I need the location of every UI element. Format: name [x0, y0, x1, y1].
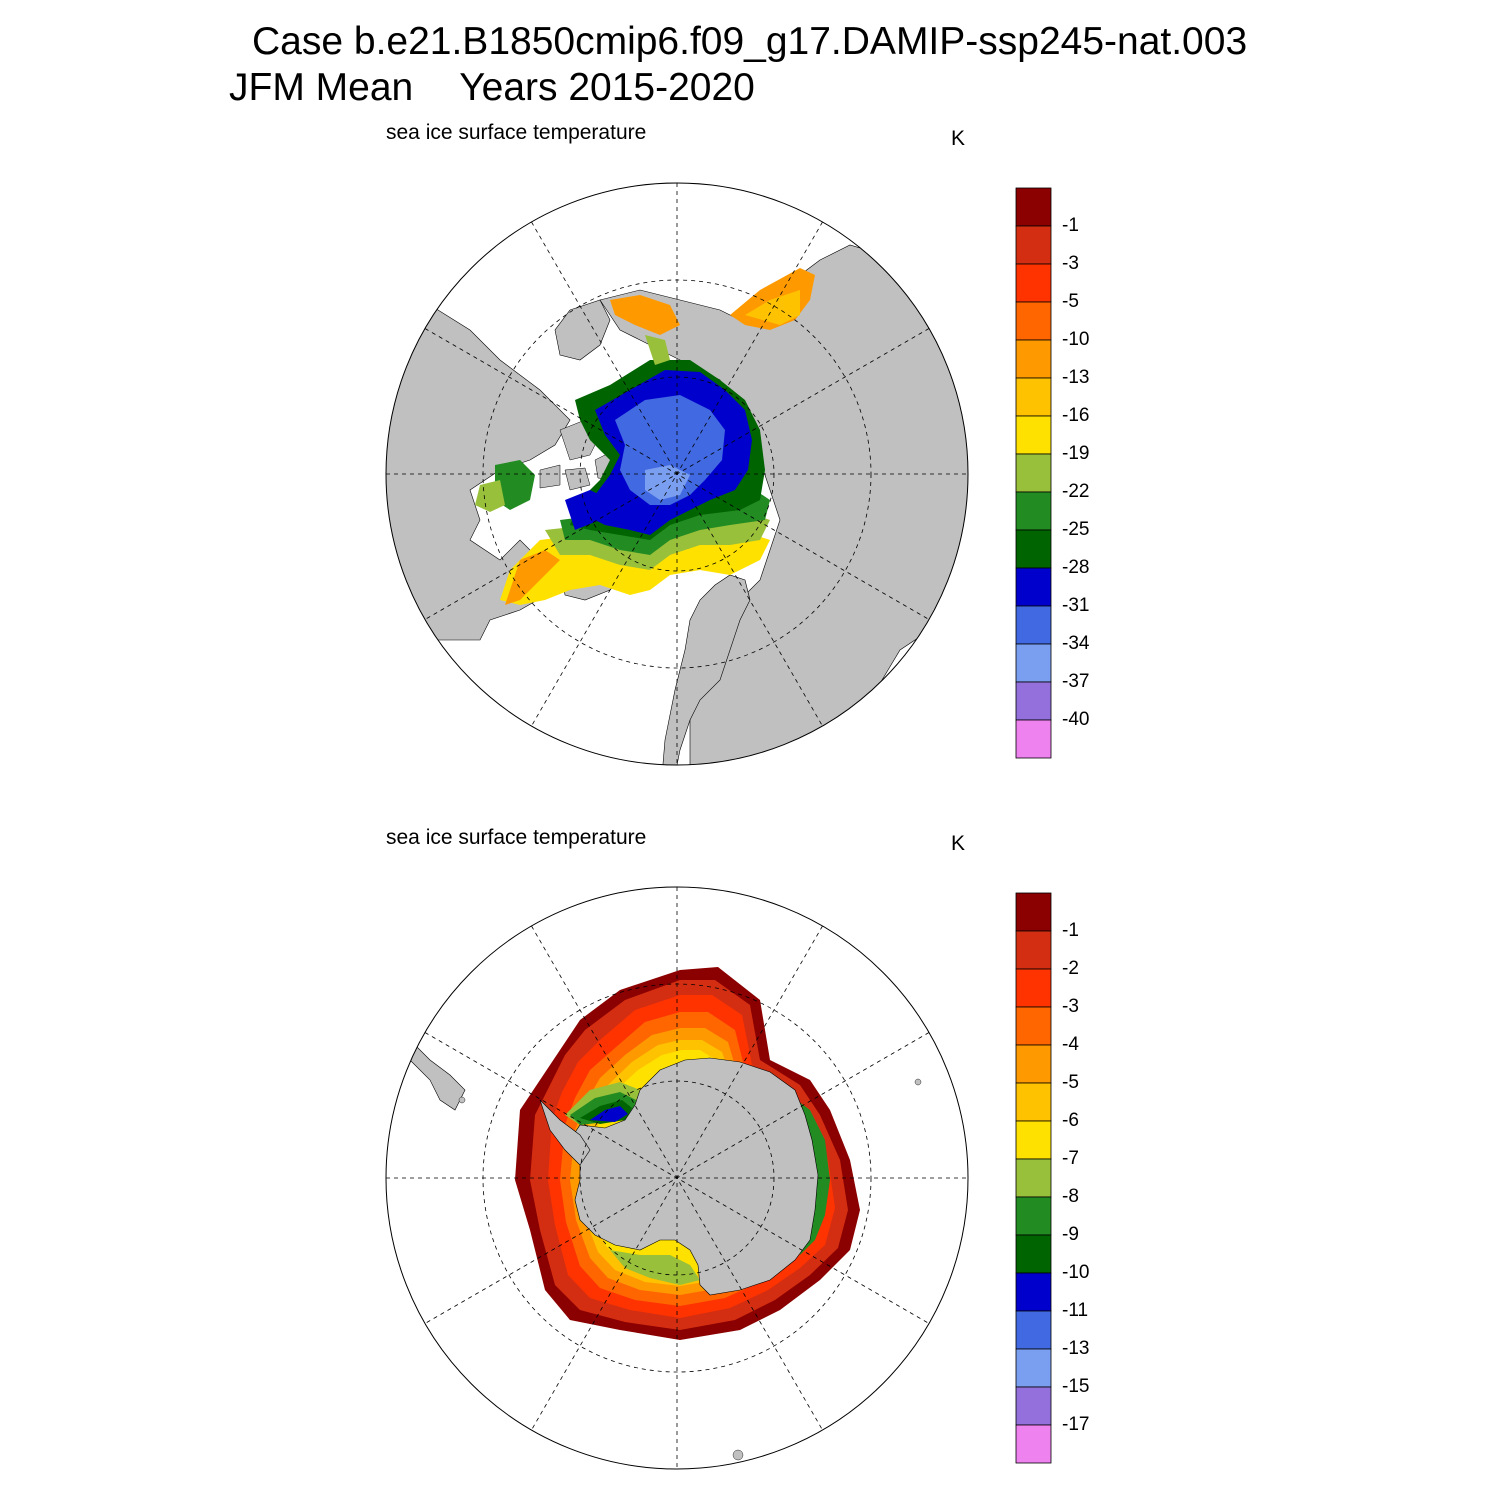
alaska-land	[554, 299, 611, 361]
bering-sea-ice-cool	[645, 335, 670, 365]
south-colorbar-tick-label: -11	[1062, 1300, 1089, 1321]
okhotsk-sea-ice-cool	[745, 290, 800, 325]
north-colorbar-tick-label: -22	[1062, 481, 1090, 502]
south-units-label: K	[951, 832, 966, 855]
hudson-bay-ice	[495, 460, 535, 510]
north-colorbar-tick-label: -37	[1062, 671, 1090, 692]
south-colorbar-swatch	[1015, 1044, 1052, 1084]
south-panel-label: sea ice surface temperature	[386, 826, 647, 849]
south-colorbar-tick-label: -2	[1062, 958, 1079, 979]
north-colorbar-tick-label: -34	[1062, 633, 1090, 654]
north-colorbar-tick-label: -25	[1062, 519, 1090, 540]
north-colorbar-swatch	[1015, 605, 1052, 645]
north-units-label: K	[951, 127, 966, 150]
north-colorbar-swatch	[1015, 567, 1052, 607]
south-colorbar-tick-label: -7	[1062, 1148, 1079, 1169]
south-colorbar-tick-label: -13	[1062, 1338, 1090, 1359]
north-colorbar-swatch	[1015, 263, 1052, 303]
bering-sea-ice	[610, 295, 680, 335]
south-colorbar	[1015, 892, 1052, 1464]
south-colorbar-swatch	[1015, 1234, 1052, 1274]
south-colorbar-tick-label: -5	[1062, 1072, 1079, 1093]
season-label: JFM Mean	[229, 66, 414, 109]
south-colorbar-tick-label: -10	[1062, 1262, 1090, 1283]
south-colorbar-swatch	[1015, 892, 1052, 932]
south-colorbar-tick-label: -8	[1062, 1186, 1079, 1207]
south-colorbar-swatch	[1015, 1006, 1052, 1046]
south-colorbar-swatch	[1015, 1272, 1052, 1312]
south-colorbar-swatch	[1015, 968, 1052, 1008]
north-colorbar-swatch	[1015, 453, 1052, 493]
north-ice-rim-10	[505, 550, 560, 605]
baffin-bay-ice	[565, 490, 610, 530]
north-colorbar-swatch	[1015, 187, 1052, 227]
north-colorbar-tick-label: -3	[1062, 253, 1079, 274]
south-colorbar-swatch	[1015, 1158, 1052, 1198]
north-colorbar-swatch	[1015, 491, 1052, 531]
north-panel-label: sea ice surface temperature	[386, 121, 647, 144]
north-colorbar-tick-label: -1	[1062, 215, 1079, 236]
north-colorbar-swatch	[1015, 225, 1052, 265]
south-colorbar-tick-label: -1	[1062, 920, 1079, 941]
south-polar-map	[385, 886, 969, 1470]
south-colorbar-swatch	[1015, 1310, 1052, 1350]
south-colorbar-swatch	[1015, 1196, 1052, 1236]
south-colorbar-tick-label: -4	[1062, 1034, 1079, 1055]
north-graticule	[386, 183, 968, 765]
south-colorbar-tick-label: -3	[1062, 996, 1079, 1017]
south-colorbar-swatch	[1015, 1348, 1052, 1388]
north-colorbar-tick-label: -5	[1062, 291, 1079, 312]
island-south-georgia	[458, 1096, 466, 1104]
north-colorbar-tick-label: -13	[1062, 367, 1090, 388]
north-colorbar-swatch	[1015, 301, 1052, 341]
north-colorbar-swatch	[1015, 643, 1052, 683]
plot-title-case: Case b.e21.B1850cmip6.f09_g17.DAMIP-ssp2…	[252, 20, 1248, 63]
north-colorbar-swatch	[1015, 377, 1052, 417]
north-colorbar-tick-label: -10	[1062, 329, 1090, 350]
north-colorbar-tick-label: -40	[1062, 709, 1090, 730]
north-colorbar-swatch	[1015, 339, 1052, 379]
europe-land	[659, 574, 751, 765]
south-colorbar-swatch	[1015, 1424, 1052, 1464]
plot-title-season: JFM Mean Years 2015-2020	[229, 68, 755, 107]
south-graticule	[386, 887, 968, 1469]
north-colorbar-swatch	[1015, 681, 1052, 721]
north-colorbar-tick-label: -16	[1062, 405, 1090, 426]
south-colorbar-swatch	[1015, 1082, 1052, 1122]
south-map-border	[385, 886, 969, 1470]
north-ice-core-34	[615, 395, 725, 505]
north-colorbar-swatch	[1015, 529, 1052, 569]
south-colorbar-tick-label: -17	[1062, 1414, 1090, 1435]
north-colorbar	[1015, 187, 1052, 759]
north-colorbar-tick-label: -28	[1062, 557, 1090, 578]
south-colorbar-tick-label: -15	[1062, 1376, 1090, 1397]
antarctic-peninsula-land	[539, 1099, 591, 1166]
north-ice-core-37	[645, 465, 690, 500]
island-sub-antarctic	[914, 1078, 922, 1086]
south-colorbar-swatch	[1015, 1386, 1052, 1426]
island-far-south	[732, 1449, 744, 1461]
south-colorbar-tick-label: -9	[1062, 1224, 1079, 1245]
hudson-bay-ice-warm	[475, 480, 505, 512]
south-colorbar-tick-label: -6	[1062, 1110, 1079, 1131]
south-colorbar-swatch	[1015, 930, 1052, 970]
north-colorbar-swatch	[1015, 719, 1052, 759]
north-colorbar-tick-label: -19	[1062, 443, 1090, 464]
north-colorbar-tick-label: -31	[1062, 595, 1090, 616]
north-colorbar-swatch	[1015, 415, 1052, 455]
south-colorbar-swatch	[1015, 1120, 1052, 1160]
north-map-border	[385, 182, 969, 766]
years-label: Years 2015-2020	[459, 66, 755, 109]
north-sea-ice	[475, 268, 815, 605]
north-polar-map	[385, 182, 969, 766]
weddell-ice-11	[590, 1106, 628, 1122]
ross-ice-8	[610, 1250, 700, 1285]
